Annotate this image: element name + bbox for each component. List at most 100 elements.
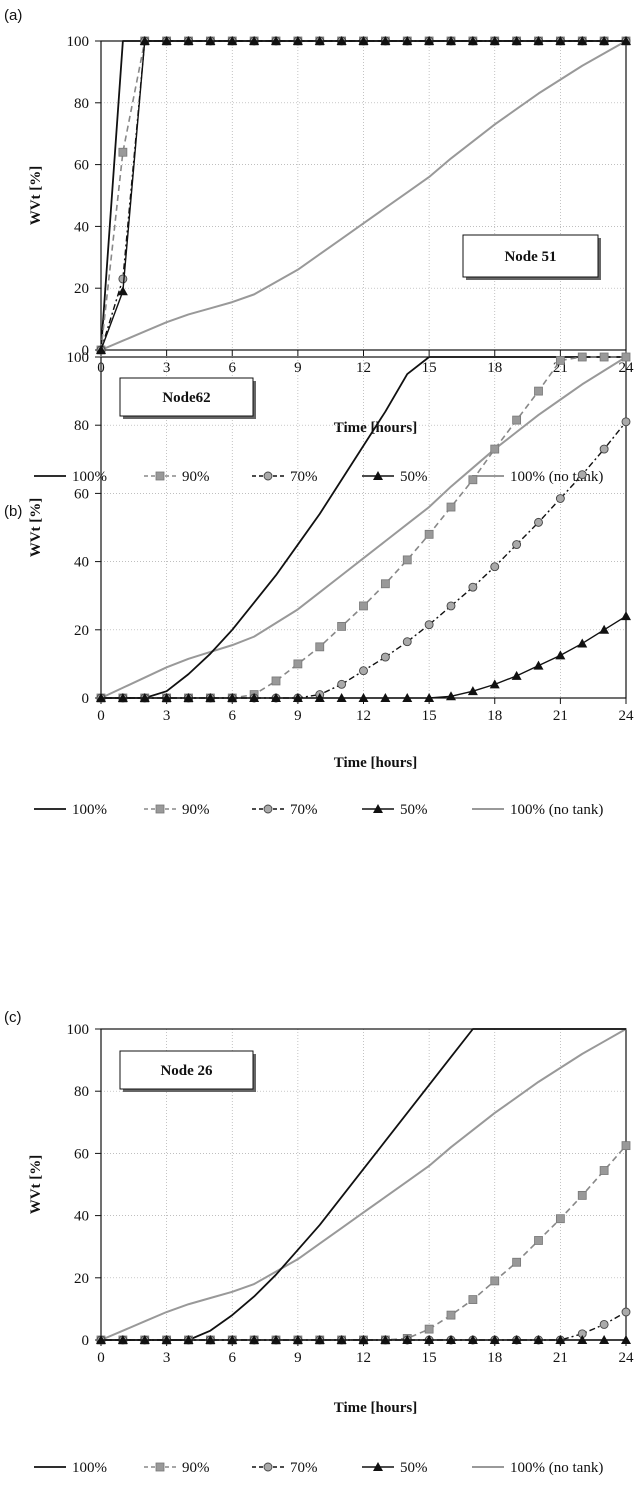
legend-marker [263, 471, 273, 481]
data-point [380, 693, 391, 702]
data-point [292, 36, 303, 45]
series-dashed-square [96, 36, 631, 355]
data-point [512, 415, 522, 425]
data-point [424, 693, 435, 702]
data-point [183, 1335, 194, 1344]
data-point [380, 1335, 391, 1344]
y-tick-label: 40 [74, 1209, 89, 1225]
data-point [555, 494, 565, 503]
y-tick-label: 20 [74, 281, 89, 297]
y-tick-label: 100 [67, 34, 90, 50]
data-point [490, 1276, 500, 1286]
data-point [577, 1190, 587, 1200]
data-point [380, 36, 391, 45]
data-point [599, 36, 610, 45]
data-point [533, 1335, 544, 1344]
x-tick-label: 12 [356, 1350, 371, 1366]
data-point [402, 1335, 413, 1344]
x-tick-label: 0 [97, 708, 105, 724]
data-point [621, 1335, 631, 1344]
data-point [489, 36, 500, 45]
y-axis-title: WVt [%] [28, 1155, 44, 1215]
data-point [118, 147, 128, 157]
y-tick-label: 20 [74, 1271, 89, 1287]
data-point [117, 1335, 128, 1344]
annotation-box [119, 377, 254, 417]
x-tick-label: 15 [422, 360, 437, 376]
data-point [271, 36, 281, 45]
x-tick-label: 6 [229, 708, 237, 724]
y-tick-label: 60 [74, 158, 89, 174]
data-point [337, 679, 347, 689]
data-point [599, 1319, 609, 1329]
data-point [271, 1335, 281, 1344]
series-solid-black [101, 356, 626, 699]
legend: 100% 90% 70% 50% 100% (no tank) [34, 1460, 603, 1476]
data-point [139, 693, 150, 702]
data-point [446, 1335, 456, 1344]
data-point [292, 1335, 303, 1344]
legend-marker [373, 471, 383, 480]
data-point [621, 1141, 631, 1151]
data-point [293, 659, 303, 669]
data-point [621, 611, 631, 621]
x-tick-label: 3 [163, 1350, 171, 1366]
x-tick-label: 18 [487, 708, 502, 724]
legend-label: 90% [182, 802, 210, 818]
data-point [511, 670, 522, 680]
node-label: Node 26 [160, 1063, 213, 1079]
data-point [577, 1335, 588, 1344]
data-point [621, 417, 631, 427]
data-point [96, 345, 106, 354]
legend-marker [155, 1462, 165, 1472]
y-tick-label: 0 [82, 1333, 90, 1349]
x-axis-title: Time [hours] [334, 1400, 417, 1416]
series-line [101, 421, 627, 699]
y-tick-label: 80 [74, 96, 89, 112]
y-tick-label: 0 [82, 691, 90, 707]
data-point [555, 36, 566, 45]
data-point [621, 36, 631, 45]
node-label: Node 51 [504, 249, 556, 265]
data-point [249, 693, 260, 702]
x-tick-label: 21 [553, 708, 568, 724]
legend-label: 50% [400, 802, 428, 818]
x-tick-label: 0 [97, 1350, 105, 1366]
data-point [446, 36, 456, 45]
legend-label: 50% [400, 469, 428, 485]
data-point [534, 517, 543, 527]
data-point [161, 1335, 172, 1344]
x-tick-label: 12 [356, 708, 371, 724]
legend: 100% 90% 70% 50% 100% (no tank) [34, 802, 603, 818]
data-point [249, 1335, 260, 1344]
data-point [271, 676, 281, 686]
y-tick-label: 60 [74, 486, 89, 502]
series-solid-gray [100, 1028, 627, 1341]
data-point [315, 642, 325, 652]
annotation-box [462, 234, 599, 278]
series-line [101, 356, 626, 699]
data-point [468, 582, 478, 592]
legend-label: 50% [400, 1460, 428, 1476]
data-point [337, 621, 347, 631]
x-axis-title: Time [hours] [334, 755, 417, 771]
data-point [402, 555, 412, 565]
legend-marker [373, 1462, 383, 1471]
data-point [139, 36, 150, 45]
data-point [534, 386, 543, 396]
node-label: Node62 [162, 390, 210, 406]
data-point [446, 691, 456, 701]
data-point [205, 693, 216, 702]
panel-tag: (b) [4, 503, 22, 520]
series-solid-triangle [96, 611, 631, 702]
legend-label: 90% [182, 1460, 210, 1476]
y-axis-title: WVt [%] [28, 166, 44, 226]
data-point [358, 36, 369, 45]
data-point [380, 652, 390, 662]
y-tick-label: 0 [82, 343, 90, 359]
data-point [533, 36, 544, 45]
legend-label: 100% (no tank) [510, 802, 603, 818]
y-tick-label: 80 [74, 1084, 89, 1100]
series-dashdot-circle [96, 417, 631, 703]
data-point [512, 540, 522, 549]
